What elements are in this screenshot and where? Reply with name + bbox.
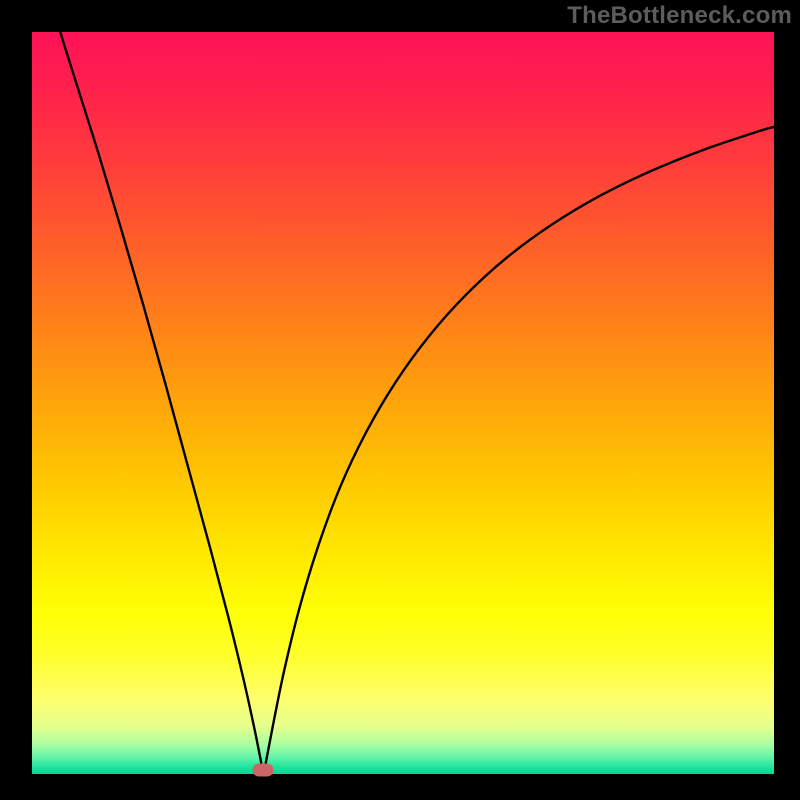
watermark-text: TheBottleneck.com	[567, 2, 792, 30]
bottleneck-curve	[60, 32, 774, 774]
chart-plot-area	[32, 32, 774, 774]
min-marker	[253, 764, 273, 776]
chart-curve-svg	[32, 32, 774, 774]
